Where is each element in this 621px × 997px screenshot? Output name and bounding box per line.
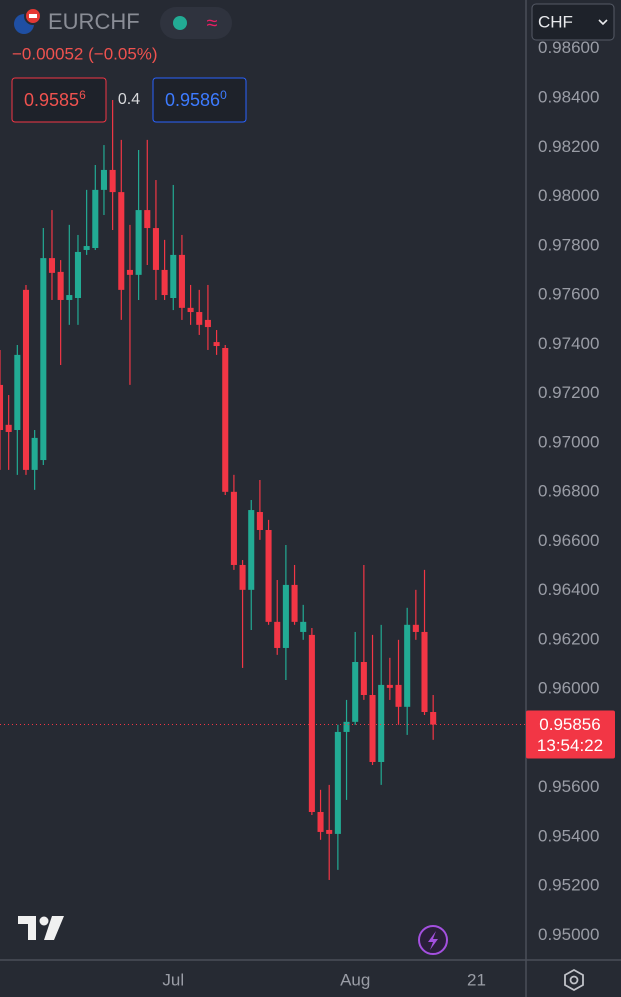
candle-body (144, 210, 151, 229)
candle-body (230, 491, 237, 565)
candle-body (100, 169, 107, 190)
candle-body (83, 246, 90, 250)
candle-body (360, 662, 367, 696)
candle-body (395, 684, 402, 707)
buy-price: 0.95860 (165, 88, 227, 110)
y-tick-label: 0.96600 (538, 531, 599, 550)
buy-price-pip: 0 (220, 88, 227, 102)
y-tick-label: 0.97200 (538, 383, 599, 402)
sell-price-main: 0.9585 (24, 90, 79, 110)
sell-price-pip: 6 (79, 88, 86, 102)
last-price-label: 0.95856 (539, 715, 600, 734)
candle-body (265, 529, 272, 622)
candle-body (126, 269, 133, 275)
y-tick-label: 0.95400 (538, 826, 599, 845)
candle-body (222, 347, 229, 492)
candle-body (40, 258, 47, 461)
x-tick-label: 21 (467, 970, 486, 989)
candle-body (0, 384, 4, 431)
y-tick-label: 0.98400 (538, 88, 599, 107)
y-tick-label: 0.95200 (538, 876, 599, 895)
y-tick-label: 0.95600 (538, 777, 599, 796)
candle-body (22, 289, 30, 470)
candle-body (404, 624, 411, 707)
y-tick-label: 0.95000 (538, 925, 599, 944)
price-change: −0.00052 (−0.05%) (12, 44, 158, 63)
candle-body (161, 269, 168, 296)
candle-body (31, 437, 38, 470)
buy-price-main: 0.9586 (165, 90, 220, 110)
candle-body (170, 254, 177, 298)
candle-body (213, 342, 220, 347)
candle-body (386, 684, 393, 688)
y-tick-label: 0.97800 (538, 235, 599, 254)
sell-button[interactable]: 0.95856 (11, 77, 107, 123)
countdown: 13:54:22 (537, 736, 603, 755)
brand-logo (18, 916, 64, 940)
candle-body (239, 564, 246, 590)
sell-price: 0.95856 (24, 88, 86, 110)
x-tick-label: Aug (340, 970, 370, 989)
candle-body (317, 811, 324, 832)
candle-body (135, 210, 142, 275)
candle-body (300, 621, 307, 632)
candle-body (187, 307, 194, 313)
y-tick-label: 0.98200 (538, 137, 599, 156)
candle-body (66, 295, 73, 300)
y-tick-label: 0.97400 (538, 334, 599, 353)
x-axis: Jul Aug 21 (162, 970, 486, 989)
candle-body (74, 251, 82, 298)
status-toggle[interactable]: ≈ (160, 7, 232, 39)
plot-area (0, 99, 525, 880)
candle-body (326, 829, 333, 834)
y-tick-label: 0.96000 (538, 679, 599, 698)
last-price-tag (526, 710, 615, 759)
x-tick-label: Jul (162, 970, 184, 989)
candle-body (92, 189, 99, 249)
candle-body (118, 192, 125, 290)
candle-body (412, 624, 419, 632)
candle-body (378, 684, 385, 762)
candle-body (308, 634, 315, 812)
y-tick-label: 0.98000 (538, 186, 599, 205)
candle-body (196, 312, 203, 325)
svg-text:≈: ≈ (207, 12, 218, 34)
candle-body (282, 584, 289, 648)
candle-body (256, 512, 263, 530)
candle-body (352, 662, 359, 722)
candle-body (248, 510, 255, 590)
quick-action[interactable] (418, 925, 448, 955)
y-tick-label: 0.96400 (538, 580, 599, 599)
candle-body (430, 711, 437, 725)
candle-body (152, 228, 159, 270)
candle-body (57, 271, 64, 300)
y-tick-label: 0.97000 (538, 432, 599, 451)
y-tick-label: 0.98600 (538, 38, 599, 57)
candle-body (369, 695, 376, 762)
currency: CHF (538, 12, 573, 31)
candle-body (343, 721, 350, 732)
buy-button[interactable]: 0.95860 (152, 77, 247, 123)
candle-body (109, 169, 116, 193)
candle-body (274, 621, 281, 648)
candle-body (421, 631, 428, 712)
y-tick-label: 0.96800 (538, 482, 599, 501)
symbol-icon (14, 7, 42, 34)
candle-body (334, 731, 341, 834)
candle-body (291, 584, 298, 622)
currency-dropdown[interactable]: CHF (531, 3, 615, 41)
settings-button[interactable] (564, 968, 584, 992)
y-tick-label: 0.96200 (538, 629, 599, 648)
spread: 0.4 (118, 91, 140, 108)
candle-body (14, 354, 21, 431)
candle-body (178, 254, 185, 308)
candle-body (204, 319, 211, 328)
candle-body (48, 258, 56, 273)
symbol: EURCHF (48, 9, 140, 34)
y-tick-label: 0.97600 (538, 285, 599, 304)
candle-body (5, 424, 12, 432)
